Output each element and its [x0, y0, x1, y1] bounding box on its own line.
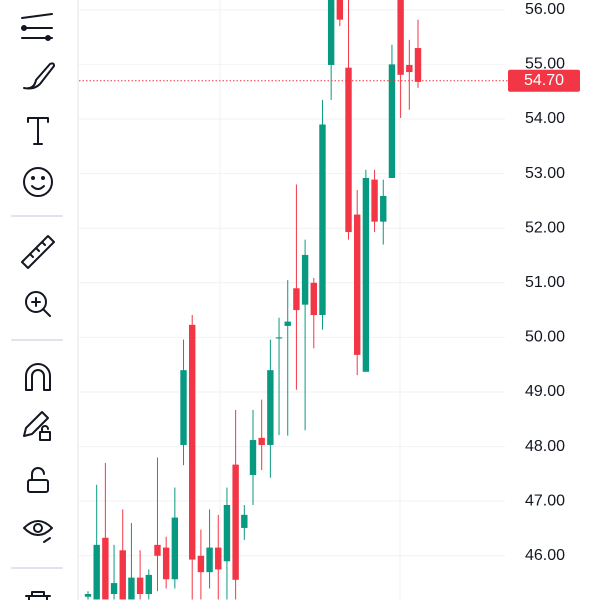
candle-body — [171, 517, 179, 580]
y-tick-label: 49.00 — [525, 383, 565, 400]
candle-body — [93, 544, 100, 600]
delete-tool[interactable] — [25, 591, 51, 600]
candle-body — [206, 547, 213, 573]
y-tick-label: 52.00 — [525, 219, 565, 236]
candle-body — [154, 544, 161, 556]
magnet-tool[interactable] — [25, 363, 51, 391]
candle-body — [336, 0, 344, 20]
y-tick-label: 48.00 — [525, 438, 565, 455]
y-tick-label: 56.00 — [525, 1, 565, 18]
candle-body — [249, 440, 257, 475]
candle-body — [197, 555, 205, 573]
candle-body — [327, 0, 335, 65]
candle-body — [380, 195, 387, 222]
candle-body — [145, 574, 152, 594]
y-tick-label: 46.00 — [525, 547, 565, 564]
candle-body — [301, 254, 309, 305]
candle-body — [128, 577, 135, 600]
candle-body — [162, 547, 170, 580]
candle-body — [371, 179, 378, 222]
emoji-tool[interactable] — [23, 167, 53, 197]
y-tick-label: 55.00 — [525, 56, 565, 73]
candle-body — [354, 214, 361, 355]
candle-body — [102, 537, 109, 600]
candle-body — [232, 464, 239, 580]
candle-body — [310, 282, 317, 316]
candles — [84, 0, 422, 600]
candle-body — [293, 288, 300, 311]
candle-body — [241, 514, 248, 528]
brush-tool[interactable] — [23, 62, 55, 90]
candle-body — [189, 324, 196, 560]
toolbar-icons[interactable] — [11, 13, 63, 600]
candle-body — [319, 124, 326, 316]
trend-tool[interactable] — [21, 13, 53, 41]
grid — [79, 9, 505, 557]
candle-body — [258, 437, 265, 445]
zoom-tool[interactable] — [25, 291, 51, 317]
y-tick-label: 54.00 — [525, 110, 565, 127]
y-tick-label: 50.00 — [525, 329, 565, 346]
candle-body — [110, 583, 118, 594]
candle-body — [397, 0, 404, 75]
ruler-tool[interactable] — [21, 235, 55, 269]
visibility-tool[interactable] — [23, 520, 53, 543]
lock-tool[interactable] — [27, 467, 49, 493]
price-axis: 46.00 47.00 48.00 49.00 50.00 51.00 52.00 53.00… — [525, 1, 565, 564]
price-label-bg — [508, 69, 580, 92]
candle-body — [345, 67, 352, 233]
candle-body — [223, 505, 231, 562]
candle-body — [284, 321, 291, 326]
candle-body — [267, 370, 274, 445]
candle-body — [406, 64, 413, 73]
candle-body — [84, 593, 92, 597]
candle-body — [275, 337, 283, 339]
y-tick-label: 51.00 — [525, 274, 565, 291]
y-tick-label: 47.00 — [525, 492, 565, 509]
y-tick-label: 53.00 — [525, 165, 565, 182]
lock-drawings[interactable] — [23, 411, 51, 441]
candle-body — [414, 48, 422, 82]
candle-body — [180, 370, 187, 445]
text-tool[interactable] — [27, 117, 49, 145]
price-label: 54.70 — [524, 72, 564, 89]
candle-body — [388, 64, 396, 178]
candle-body — [215, 547, 222, 570]
candle-body — [362, 177, 370, 372]
candle-body — [136, 577, 144, 594]
candle-body — [119, 550, 126, 600]
